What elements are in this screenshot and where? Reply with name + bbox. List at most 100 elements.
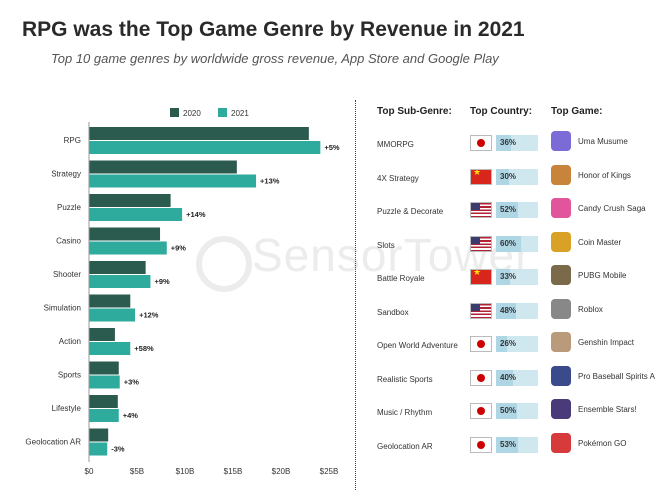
category-label: Geolocation AR	[25, 438, 81, 447]
game-app-icon	[551, 298, 571, 319]
section-divider	[355, 100, 356, 490]
subgenre-label: Sandbox	[377, 307, 409, 317]
country-share-fill	[496, 168, 509, 185]
page-title: RPG was the Top Game Genre by Revenue in…	[22, 18, 525, 41]
category-label: Casino	[56, 237, 81, 246]
table-row: Slots 60% Coin Master	[360, 231, 670, 262]
country-share-bar: 30%	[496, 168, 538, 185]
bar-2020	[89, 395, 118, 408]
growth-label: +13%	[260, 177, 280, 186]
country-share-bar: 52%	[496, 202, 538, 218]
watermark-logo-icon	[196, 236, 252, 292]
x-tick-label: $5B	[130, 467, 144, 476]
subgenre-label: Geolocation AR	[377, 441, 433, 451]
country-share-value: 48%	[500, 305, 517, 315]
country-share-bar: 60%	[496, 235, 538, 252]
game-app-icon	[551, 198, 571, 218]
bar-2020	[89, 294, 131, 308]
game-app-icon	[551, 265, 571, 285]
country-share-value: 33%	[500, 272, 517, 281]
game-app-icon	[551, 365, 571, 386]
category-label: Sports	[58, 371, 81, 380]
country-share-fill	[496, 369, 513, 386]
category-label: Simulation	[44, 304, 81, 313]
game-name: Candy Crush Saga	[578, 204, 646, 213]
growth-label: +9%	[154, 277, 170, 286]
page-subtitle: Top 10 game genres by worldwide gross re…	[51, 51, 499, 66]
country-share-value: 40%	[500, 372, 517, 382]
country-share-value: 26%	[500, 339, 517, 348]
x-tick-label: $20B	[272, 467, 291, 476]
country-share-fill	[496, 269, 510, 285]
table-row: Battle Royale 33% PUBG Mobile	[360, 265, 670, 295]
growth-label: +4%	[123, 411, 139, 420]
bar-2021	[89, 308, 136, 322]
category-label: Puzzle	[57, 203, 82, 212]
country-share-fill	[496, 403, 517, 419]
subgenre-label: Realistic Sports	[377, 374, 433, 384]
category-label: Strategy	[51, 170, 81, 179]
growth-label: -3%	[111, 445, 125, 454]
legend-label-2021: 2021	[231, 109, 249, 118]
game-app-icon	[551, 399, 571, 419]
game-name: Honor of Kings	[578, 170, 631, 180]
china-flag-icon	[470, 168, 492, 185]
category-label: Action	[59, 337, 81, 346]
country-share-bar: 50%	[496, 403, 538, 419]
growth-label: +12%	[139, 311, 159, 320]
x-tick-label: $0	[85, 467, 94, 476]
japan-flag-icon	[470, 336, 492, 352]
country-share-value: 60%	[500, 238, 517, 248]
bar-2021	[89, 208, 183, 221]
bar-2020	[89, 160, 237, 174]
table-row: Realistic Sports 40% Pro Baseball Spirits …	[360, 365, 670, 396]
legend-swatch-2021	[218, 108, 227, 117]
bar-2021	[89, 375, 120, 389]
game-name: Coin Master	[578, 237, 622, 247]
bar-2020	[89, 428, 109, 442]
bar-2020	[89, 127, 309, 140]
subgenre-label: Battle Royale	[377, 274, 425, 283]
bar-2020	[89, 194, 171, 207]
usa-flag-icon	[470, 302, 492, 319]
subgenre-label: Music / Rhythm	[377, 408, 433, 417]
game-app-icon	[551, 432, 571, 453]
japan-flag-icon	[470, 436, 492, 453]
bar-2021	[89, 141, 321, 154]
x-tick-label: $15B	[224, 467, 243, 476]
game-app-icon	[551, 332, 571, 352]
growth-label: +14%	[186, 210, 206, 219]
table-row: Sandbox 48% Roblox	[360, 298, 670, 329]
subgenre-label: Slots	[377, 240, 395, 250]
bar-2020	[89, 227, 161, 241]
subgenre-label: Open World Adventure	[377, 341, 458, 350]
game-app-icon	[551, 164, 571, 185]
country-share-bar: 33%	[496, 269, 538, 285]
table-row: 4X Strategy 30% Honor of Kings	[360, 164, 670, 195]
header-subgenre: Top Sub-Genre:	[377, 106, 452, 117]
bar-2021	[89, 442, 108, 456]
x-tick-label: $25B	[320, 467, 339, 476]
country-share-fill	[496, 336, 507, 352]
category-label: RPG	[64, 136, 81, 145]
usa-flag-icon	[470, 202, 492, 218]
bar-2020	[89, 361, 119, 375]
growth-label: +9%	[171, 244, 187, 253]
country-share-value: 53%	[500, 439, 517, 449]
table-row: Geolocation AR 53% Pokémon GO	[360, 432, 670, 463]
country-share-bar: 48%	[496, 302, 538, 319]
game-app-icon	[551, 231, 571, 252]
category-label: Shooter	[53, 270, 81, 279]
game-name: PUBG Mobile	[578, 271, 627, 280]
country-share-fill	[496, 302, 517, 319]
bar-2021	[89, 409, 119, 422]
legend-swatch-2020	[170, 108, 179, 117]
legend-label-2020: 2020	[183, 109, 201, 118]
category-label: Lifestyle	[52, 404, 82, 413]
game-name: Uma Musume	[578, 137, 628, 146]
bar-2021	[89, 174, 257, 188]
country-share-bar: 40%	[496, 369, 538, 386]
country-share-value: 30%	[500, 171, 517, 181]
header-game: Top Game:	[551, 106, 603, 117]
japan-flag-icon	[470, 403, 492, 419]
